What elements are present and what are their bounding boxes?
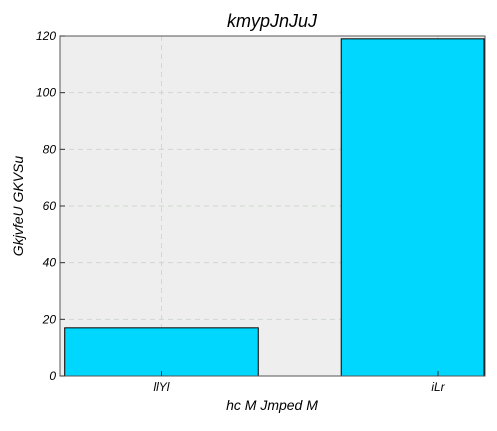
y-tick-label: 120 (36, 29, 56, 43)
bar-iLr (340, 38, 485, 377)
y-tick-label: 60 (43, 199, 57, 213)
x-tick-label: llYl (153, 380, 169, 394)
chart-title: kmypJnJuJ (227, 11, 318, 31)
y-tick-label: 80 (43, 142, 57, 156)
y-tick-label: 100 (36, 86, 56, 100)
y-axis-label: GkjvfeU GKVSu (10, 156, 26, 257)
bar-llYl (64, 327, 259, 377)
x-axis-label: hc M Jmped M (226, 397, 318, 413)
y-tick-label: 40 (43, 256, 57, 270)
x-tick-label: iLr (431, 380, 445, 394)
ticks: 0 20 40 60 80 100 120 llYl iLr (36, 29, 446, 394)
bars (64, 38, 485, 377)
y-tick-label: 0 (49, 369, 56, 383)
y-tick-label: 20 (42, 312, 57, 326)
